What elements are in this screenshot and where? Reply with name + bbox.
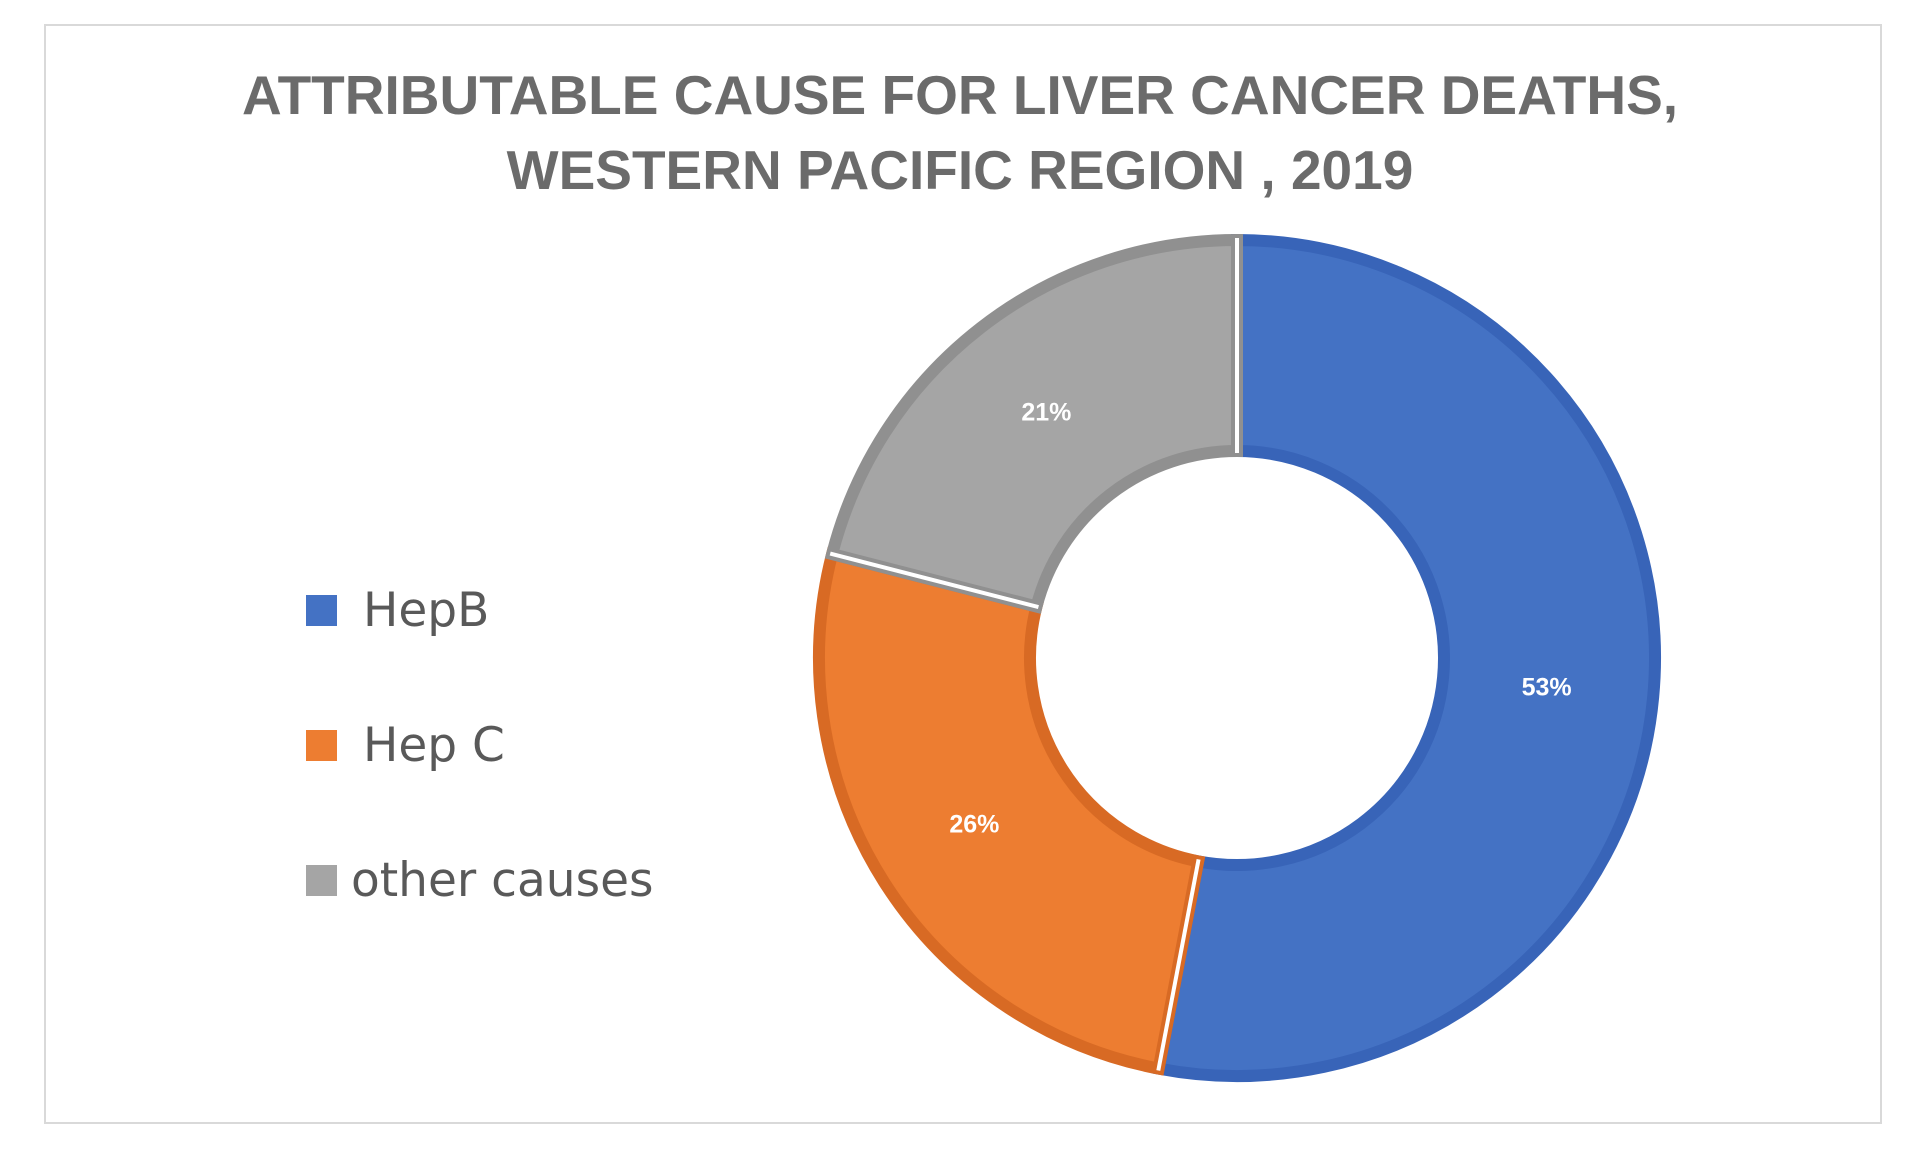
data-label-hep-c: 26% — [949, 811, 999, 839]
chart-title-line-1: ATTRIBUTABLE CAUSE FOR LIVER CANCER DEAT… — [241, 64, 1679, 126]
chart-legend: HepB Hep C other causes — [306, 575, 653, 980]
slice-separator-hep-c — [1156, 858, 1201, 1071]
chart-title: ATTRIBUTABLE CAUSE FOR LIVER CANCER DEAT… — [0, 58, 1920, 208]
legend-swatch-hep-c — [306, 729, 337, 761]
data-label-hepb: 53% — [1522, 673, 1572, 701]
legend-item-other-causes: other causes — [306, 845, 653, 915]
legend-item-hepb: HepB — [306, 575, 653, 645]
donut-slice-border-hep-c — [813, 546, 1206, 1076]
data-label-other-causes: 21% — [1021, 398, 1071, 426]
legend-item-hep-c: Hep C — [306, 710, 653, 780]
legend-label-hep-c: Hep C — [363, 717, 505, 773]
donut-slice-hep-c — [817, 552, 1200, 1071]
legend-label-hepb: HepB — [363, 582, 490, 638]
legend-swatch-hepb — [306, 594, 337, 626]
slice-separator-other-causes — [829, 551, 1039, 609]
donut-slice-border-other-causes — [824, 233, 1243, 614]
chart-title-line-2: WESTERN PACIFIC REGION , 2019 — [506, 138, 1414, 201]
legend-swatch-other-causes — [306, 864, 337, 896]
legend-label-other-causes: other causes — [351, 852, 654, 908]
donut-slice-border-hepb — [1151, 233, 1661, 1082]
